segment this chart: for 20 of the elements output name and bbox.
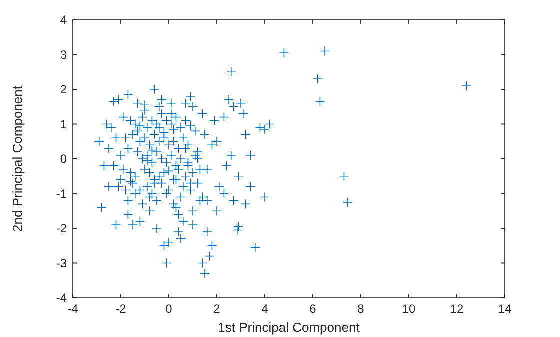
y-tick-label: 1 — [60, 117, 68, 132]
y-tick-label: 3 — [60, 48, 68, 62]
y-tick-label: -1 — [56, 186, 68, 201]
x-tick-label: 14 — [498, 302, 512, 316]
x-tick-label: 12 — [450, 302, 464, 316]
x-tick-label: 2 — [214, 302, 221, 316]
x-tick-label: 10 — [402, 302, 416, 316]
x-axis-title: 1st Principal Component — [218, 320, 360, 335]
x-tick-label: 4 — [262, 302, 269, 316]
x-tick-label: -2 — [116, 302, 127, 316]
y-tick-label: 0 — [60, 152, 68, 166]
y-tick-label: 2 — [60, 82, 68, 96]
y-tick-label: -2 — [56, 222, 68, 236]
y-tick-label: -4 — [56, 291, 68, 305]
x-tick-label: 8 — [358, 302, 365, 316]
y-tick-label: -3 — [56, 256, 68, 270]
x-tick-label: 0 — [166, 302, 173, 316]
y-axis-title: 2nd Principal Component — [10, 86, 25, 232]
x-tick-label: 6 — [310, 302, 317, 316]
y-tick-label: 4 — [60, 13, 68, 27]
